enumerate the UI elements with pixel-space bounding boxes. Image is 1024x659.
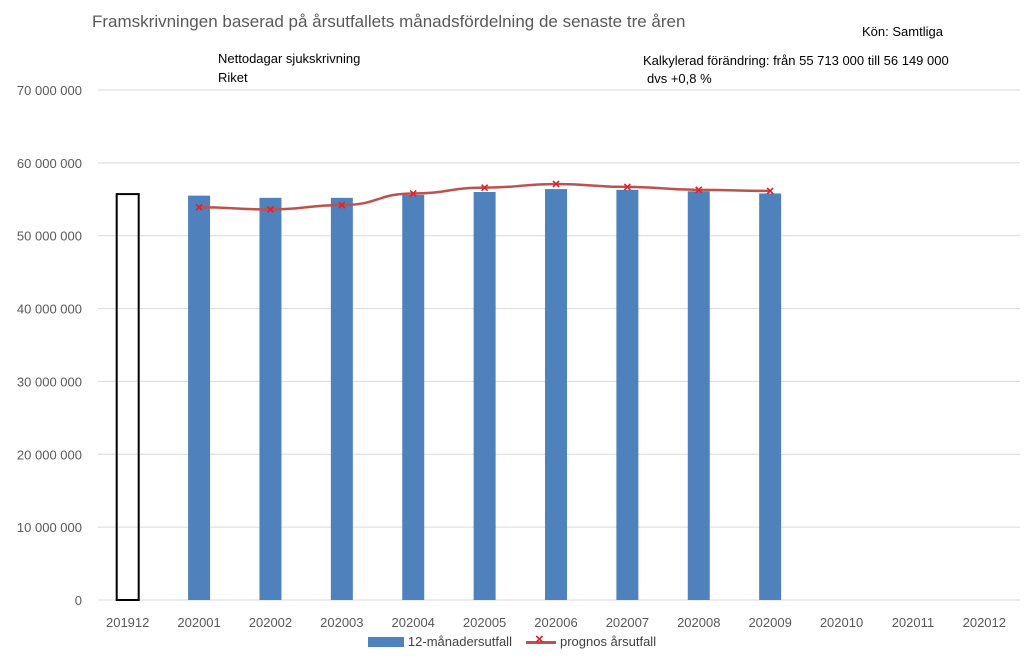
bar-12-manadersutfall — [402, 194, 425, 600]
y-tick-label: 60 000 000 — [17, 156, 82, 171]
x-tick-label: 202007 — [606, 615, 649, 630]
bar-12-manadersutfall — [330, 197, 353, 601]
y-tick-label: 40 000 000 — [17, 302, 82, 317]
bar-12-manadersutfall — [188, 195, 211, 600]
x-tick-label: 202002 — [249, 615, 292, 630]
legend-line-swatch-icon — [525, 631, 556, 648]
marker-stroke — [195, 203, 203, 211]
marker-x-icon — [266, 205, 275, 214]
marker-x-icon — [695, 186, 703, 194]
legend-bar-swatch-icon — [367, 636, 404, 647]
marker-x-icon — [195, 203, 203, 211]
marker-x-icon — [481, 184, 489, 192]
marker-stroke — [623, 183, 631, 191]
x-tick-label: 202009 — [748, 615, 791, 630]
gender-label: Kön: Samtliga — [862, 24, 943, 39]
bar-12-manadersutfall — [616, 189, 639, 601]
x-tick-label: 202006 — [534, 615, 577, 630]
x-tick-label: 202012 — [963, 615, 1006, 630]
y-tick-label: 0 — [75, 593, 82, 608]
marker-stroke — [766, 187, 774, 195]
legend-item-bars: 12-månadersutfall — [367, 634, 512, 649]
reference-bar — [115, 193, 140, 601]
bar-12-manadersutfall — [545, 189, 567, 601]
marker-x-icon — [766, 187, 774, 195]
marker-x-icon — [623, 183, 631, 191]
y-tick-label: 30 000 000 — [17, 374, 82, 389]
x-tick-label: 201912 — [106, 615, 149, 630]
marker-stroke — [695, 186, 703, 194]
x-tick-label: 202008 — [677, 615, 720, 630]
legend-label-bars: 12-månadersutfall — [407, 634, 512, 649]
marker-x-icon — [338, 201, 346, 209]
marker-stroke — [481, 184, 489, 192]
marker-stroke — [552, 180, 560, 188]
measure-label: Nettodagar sjukskrivning — [218, 51, 361, 66]
marker-x-icon — [552, 180, 560, 188]
marker-stroke — [409, 189, 417, 198]
y-tick-label: 70 000 000 — [17, 83, 82, 98]
bar-12-manadersutfall — [259, 197, 282, 601]
marker-stroke — [338, 201, 346, 209]
y-tick-label: 50 000 000 — [17, 229, 82, 244]
y-tick-label: 10 000 000 — [17, 520, 82, 535]
legend-label-line: prognos årsutfall — [559, 634, 657, 649]
x-tick-label: 202010 — [820, 615, 863, 630]
x-tick-label: 202004 — [392, 615, 435, 630]
marker-stroke — [266, 205, 275, 214]
bar-12-manadersutfall — [759, 193, 782, 600]
x-tick-label: 202005 — [463, 615, 506, 630]
chart-title: Framskrivningen baserad på årsutfallets … — [92, 12, 686, 31]
legend-item-line: prognos årsutfall — [525, 631, 657, 649]
x-tick-label: 202011 — [892, 615, 934, 630]
bar-12-manadersutfall — [473, 192, 496, 600]
chart-legend: 12-månadersutfall prognos årsutfall — [0, 631, 1024, 649]
region-label: Riket — [218, 70, 248, 85]
y-tick-label: 20 000 000 — [17, 447, 82, 462]
change-percent-label: dvs +0,8 % — [647, 71, 712, 86]
x-tick-label: 202003 — [320, 615, 363, 630]
bar-12-manadersutfall — [687, 191, 710, 600]
change-label: Kalkylerad förändring: från 55 713 000 t… — [643, 53, 949, 68]
marker-x-icon — [409, 189, 417, 198]
x-tick-label: 202001 — [177, 615, 220, 630]
